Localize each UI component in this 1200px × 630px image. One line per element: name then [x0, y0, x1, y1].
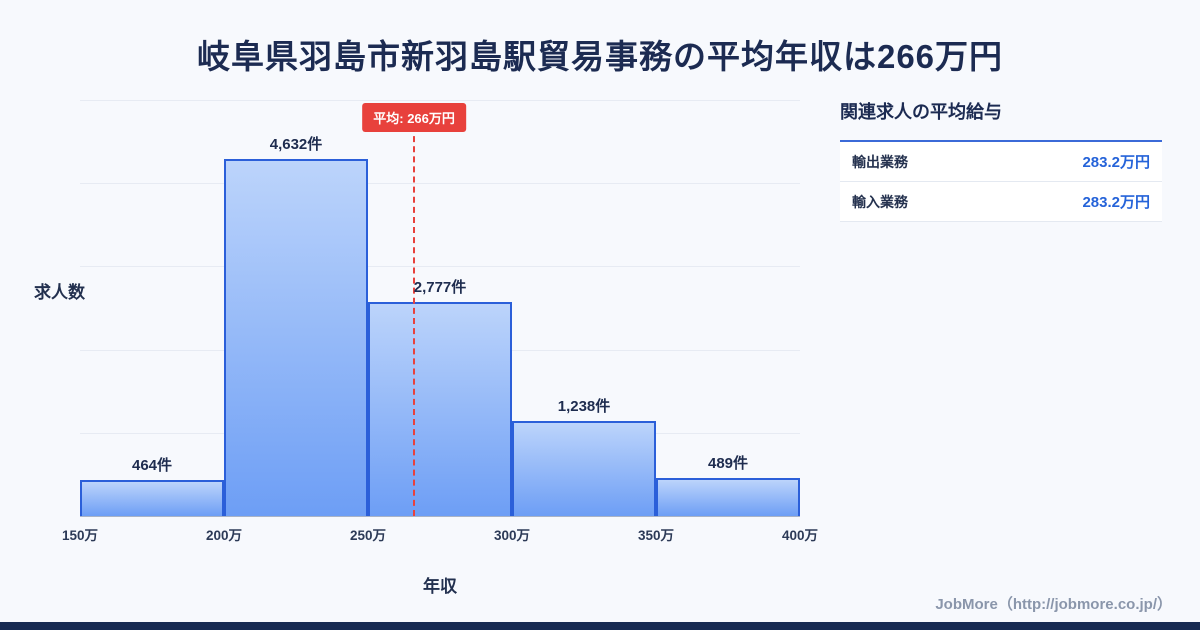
x-tick: 300万 — [493, 528, 531, 543]
related-jobs-table: 輸出業務 283.2万円 輸入業務 283.2万円 — [840, 140, 1162, 222]
bottom-accent-bar — [0, 622, 1200, 630]
x-tick: 350万 — [637, 528, 675, 543]
histogram-bar-4 — [512, 420, 656, 516]
histogram-bar-1 — [80, 480, 224, 516]
bar-value-label: 4,632件 — [269, 136, 323, 154]
credit: JobMore（http://jobmore.co.jp/） — [935, 596, 1172, 613]
job-type-label: 輸出業務 — [852, 153, 908, 170]
histogram-bar-5 — [656, 478, 800, 516]
x-tick: 400万 — [781, 528, 819, 543]
x-axis-ticks: 150万 200万 250万 300万 350万 400万 — [62, 524, 818, 544]
y-axis-label: 求人数 — [34, 283, 85, 302]
page-title: 岐阜県羽島市新羽島駅貿易事務の平均年収は266万円 — [196, 38, 1004, 75]
x-tick: 150万 — [61, 528, 99, 543]
gridline — [80, 183, 800, 185]
panel-heading: 関連求人の平均給与 — [840, 102, 1002, 122]
histogram-bar-2 — [224, 159, 368, 516]
job-salary-value: 283.2万円 — [1082, 154, 1150, 171]
table-row: 輸入業務 283.2万円 — [840, 182, 1162, 222]
gridline — [80, 266, 800, 268]
bar-value-label: 489件 — [707, 455, 749, 473]
histogram-bar-3 — [368, 302, 512, 516]
x-tick: 250万 — [349, 528, 387, 543]
average-label: 平均: 266万円 — [362, 103, 466, 132]
x-axis-label: 年収 — [423, 577, 457, 596]
bar-value-label: 464件 — [131, 457, 173, 475]
gridline — [80, 100, 800, 101]
bar-value-label: 1,238件 — [557, 397, 611, 415]
x-tick: 200万 — [205, 528, 243, 543]
related-jobs-panel: 関連求人の平均給与 輸出業務 283.2万円 輸入業務 283.2万円 — [840, 98, 1162, 222]
plot-area: 平均: 266万円 464件 4,632件 2,777件 1,238件 489件 — [80, 100, 800, 517]
table-row: 輸出業務 283.2万円 — [840, 142, 1162, 182]
job-type-label: 輸入業務 — [852, 193, 908, 210]
bar-value-label: 2,777件 — [413, 279, 467, 297]
job-salary-value: 283.2万円 — [1082, 194, 1150, 211]
average-line — [413, 126, 416, 516]
